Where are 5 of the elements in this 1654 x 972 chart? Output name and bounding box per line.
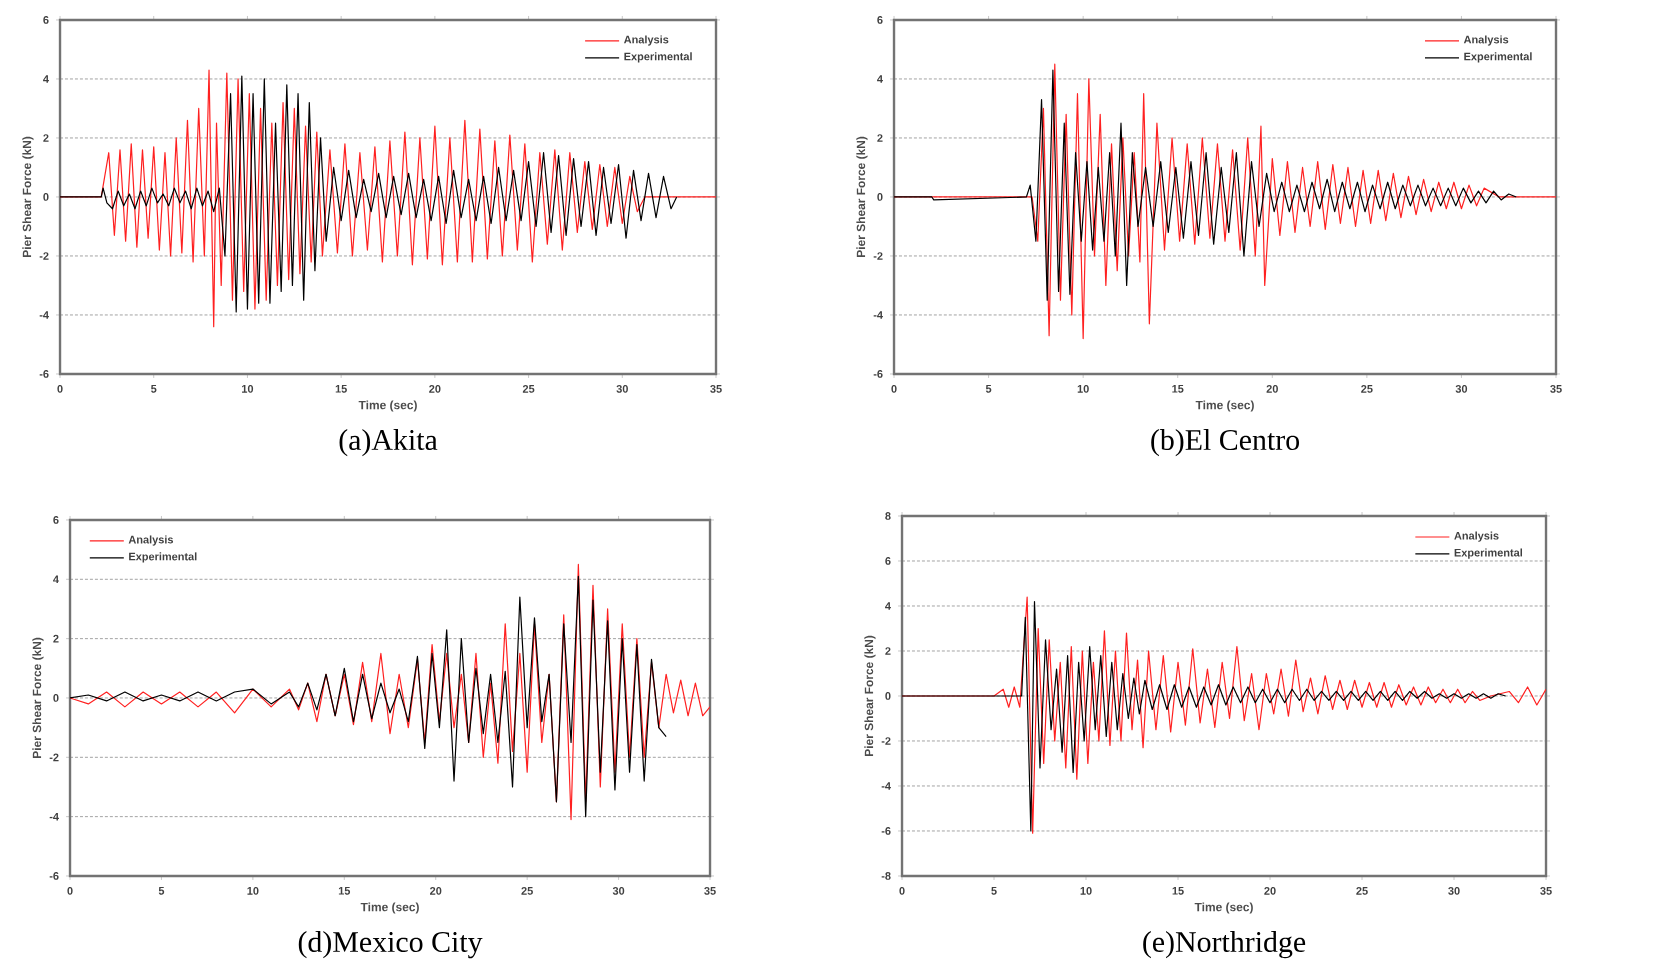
text: (e)Northridge xyxy=(1143,931,1306,959)
text: (b)El Centro xyxy=(1151,429,1300,457)
line-series xyxy=(894,69,1517,301)
text: (d)Mexico City xyxy=(298,931,483,959)
text: (a)Akita xyxy=(339,429,438,457)
